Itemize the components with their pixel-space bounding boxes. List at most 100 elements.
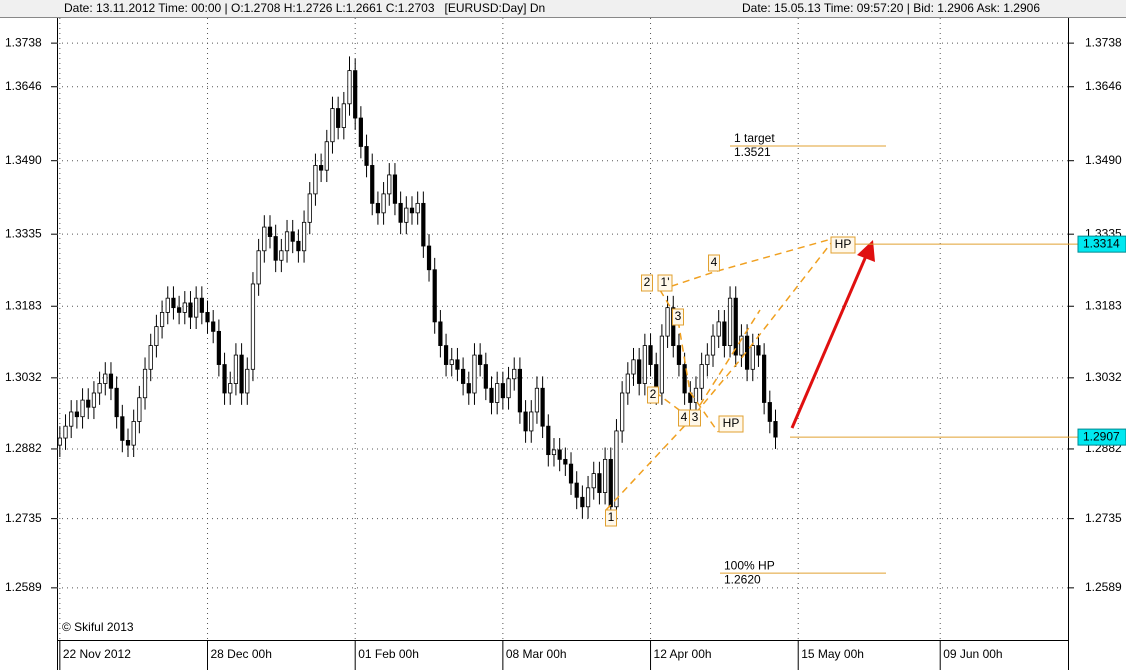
candle-body: [404, 207, 409, 223]
candle-body: [358, 117, 363, 147]
candle-body: [716, 321, 721, 337]
y-tick-label: 1.2589: [1085, 580, 1122, 594]
pattern-label: 1: [608, 510, 615, 524]
candle-body: [313, 165, 318, 195]
candle-body: [108, 373, 114, 389]
candle-body: [438, 321, 443, 346]
y-tick-label: 1.3646: [1085, 79, 1122, 93]
y-tick-label: 1.3032: [1085, 370, 1122, 384]
candle-body: [529, 411, 534, 432]
candles: [57, 56, 778, 519]
candle-body: [773, 421, 778, 438]
candle-body: [296, 240, 301, 252]
candle-body: [387, 174, 392, 195]
header-bar: [0, 0, 1126, 17]
pattern-label: 3: [692, 410, 699, 424]
candle-body: [750, 345, 755, 370]
candle-body: [574, 482, 579, 498]
x-tick-label: 01 Feb 00h: [358, 647, 419, 661]
candle-body: [125, 440, 131, 446]
y-tick-label: 1.2735: [1085, 511, 1122, 525]
candle-body: [148, 345, 153, 370]
candle-body: [347, 70, 352, 105]
candle-body: [517, 368, 523, 413]
candle-body: [534, 387, 540, 413]
candle-body: [597, 473, 602, 493]
candle-body: [580, 496, 585, 508]
candle-body: [506, 378, 511, 399]
candle-body: [91, 392, 97, 408]
candle-body: [671, 307, 676, 346]
pattern-label-box: [672, 308, 684, 326]
candle-body: [727, 297, 733, 346]
candle-body: [449, 359, 454, 365]
y-tick-label: 1.3183: [5, 298, 42, 312]
candle-body: [381, 193, 386, 214]
level-name: 100% HP: [724, 558, 775, 572]
y-tick-label: 1.3335: [5, 226, 42, 240]
candle-body: [625, 373, 630, 394]
x-tick-label: 22 Nov 2012: [63, 647, 131, 661]
candle-body: [705, 354, 710, 365]
candle-body: [631, 359, 636, 375]
candle-body: [245, 368, 250, 394]
candle-body: [495, 383, 500, 403]
pattern-label-box: [605, 509, 617, 527]
candle-body: [682, 364, 687, 394]
pattern-line: [659, 237, 836, 291]
price-marker-label: 1.3314: [1083, 236, 1120, 250]
level-value: 1.2620: [724, 572, 761, 586]
y-tick-label: 1.3183: [1085, 298, 1122, 312]
candle-body: [290, 231, 295, 242]
candle-body: [80, 399, 85, 418]
candle-body: [699, 364, 704, 389]
x-tick-label: 28 Dec 00h: [211, 647, 272, 661]
candle-body: [188, 302, 193, 318]
candle-body: [676, 345, 682, 365]
candle-body: [466, 383, 471, 394]
candle-body: [659, 335, 665, 394]
candle-body: [637, 359, 642, 384]
candle-body: [620, 392, 625, 432]
candle-body: [307, 193, 312, 223]
candle-body: [443, 345, 449, 365]
candle-body: [211, 321, 216, 332]
candle-body: [733, 297, 738, 356]
candle-body: [523, 411, 528, 432]
candle-body: [142, 368, 148, 399]
candle-body: [614, 430, 619, 508]
header-right: Date: 15.05.13 Time: 09:57:20 | Bid: 1.2…: [742, 1, 1040, 15]
arrow-shaft: [790, 255, 868, 429]
candle-body: [86, 399, 91, 408]
candle-body: [551, 449, 557, 456]
candle-body: [472, 354, 477, 394]
candle-body: [171, 297, 176, 309]
candle-body: [177, 307, 182, 313]
candle-body: [250, 283, 256, 370]
candle-body: [426, 245, 432, 271]
candle-body: [165, 297, 170, 313]
pattern-label: 2: [644, 275, 651, 289]
candle-body: [478, 354, 483, 365]
pattern-label-box: [657, 274, 673, 292]
candle-body: [557, 449, 562, 460]
candle-body: [216, 330, 221, 365]
y-tick-label: 1.2882: [5, 441, 42, 455]
candle-body: [432, 269, 437, 323]
candle-body: [222, 364, 227, 394]
candle-body: [483, 364, 488, 389]
candle-body: [409, 207, 415, 214]
red-arrow: [790, 240, 875, 429]
x-tick-label: 08 Mar 00h: [506, 647, 567, 661]
candle-body: [205, 312, 210, 323]
candle-body: [57, 437, 62, 446]
candle-body: [455, 359, 460, 370]
pattern-label: 1': [661, 275, 670, 289]
candle-body: [665, 307, 670, 337]
pattern-line: [605, 237, 836, 511]
candle-body: [301, 221, 307, 252]
copyright: © Skiful 2013: [62, 620, 134, 634]
price-marker: [1077, 235, 1126, 253]
